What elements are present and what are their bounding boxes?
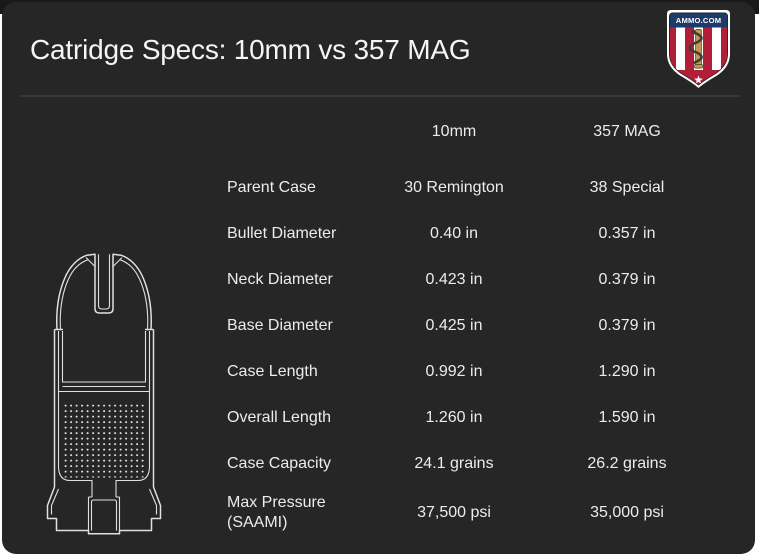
cell-value: 1.260 in (425, 409, 483, 426)
row-label-header (227, 109, 367, 155)
powder-dots (64, 404, 144, 478)
cell-value: 35,000 psi (590, 504, 664, 521)
row-label: Base Diameter (227, 317, 333, 334)
cell-value: 26.2 grains (587, 455, 667, 472)
cell-value: 0.379 in (598, 317, 656, 334)
row-label: Case Length (227, 363, 318, 380)
cell-value: 0.357 in (598, 225, 656, 242)
cell-value: 38 Special (589, 179, 665, 196)
snake-icon (688, 31, 703, 64)
column-header-10mm: 10mm (431, 123, 477, 140)
cell-value: 24.1 grains (414, 455, 494, 472)
row-label: Max Pressure (SAAMI) (227, 494, 326, 531)
cell-value: 0.425 in (425, 317, 483, 334)
logo-banner (669, 12, 728, 28)
row-label: Overall Length (227, 409, 332, 426)
cell-value: 37,500 psi (417, 504, 491, 521)
bullet-and-snake-emblem (688, 29, 703, 69)
cell-value: 0.40 in (429, 225, 479, 242)
cell-value: 1.290 in (598, 363, 656, 380)
column-header-357mag: 357 MAG (593, 123, 661, 140)
row-label: Neck Diameter (227, 271, 333, 288)
ammo-com-logo: AMMO.COM (667, 10, 730, 88)
header-gap (227, 155, 713, 165)
cartridge-cross-section-illustration (46, 253, 162, 535)
row-label: Case Capacity (227, 455, 332, 472)
header-divider (21, 95, 739, 97)
cell-value: 0.992 in (425, 363, 483, 380)
row-label: Parent Case (227, 179, 316, 196)
cell-value: 30 Remington (404, 179, 504, 196)
spec-comparison-table: 10mm 357 MAG Parent Case 30 Remington 38… (227, 109, 713, 539)
logo-banner-text: AMMO.COM (676, 16, 721, 25)
cell-value: 0.423 in (425, 271, 483, 288)
cell-value: 0.379 in (598, 271, 656, 288)
row-label: Bullet Diameter (227, 225, 337, 242)
cell-value: 1.590 in (598, 409, 656, 426)
star-icon (694, 75, 703, 84)
page-title: Catridge Specs: 10mm vs 357 MAG (30, 34, 471, 65)
